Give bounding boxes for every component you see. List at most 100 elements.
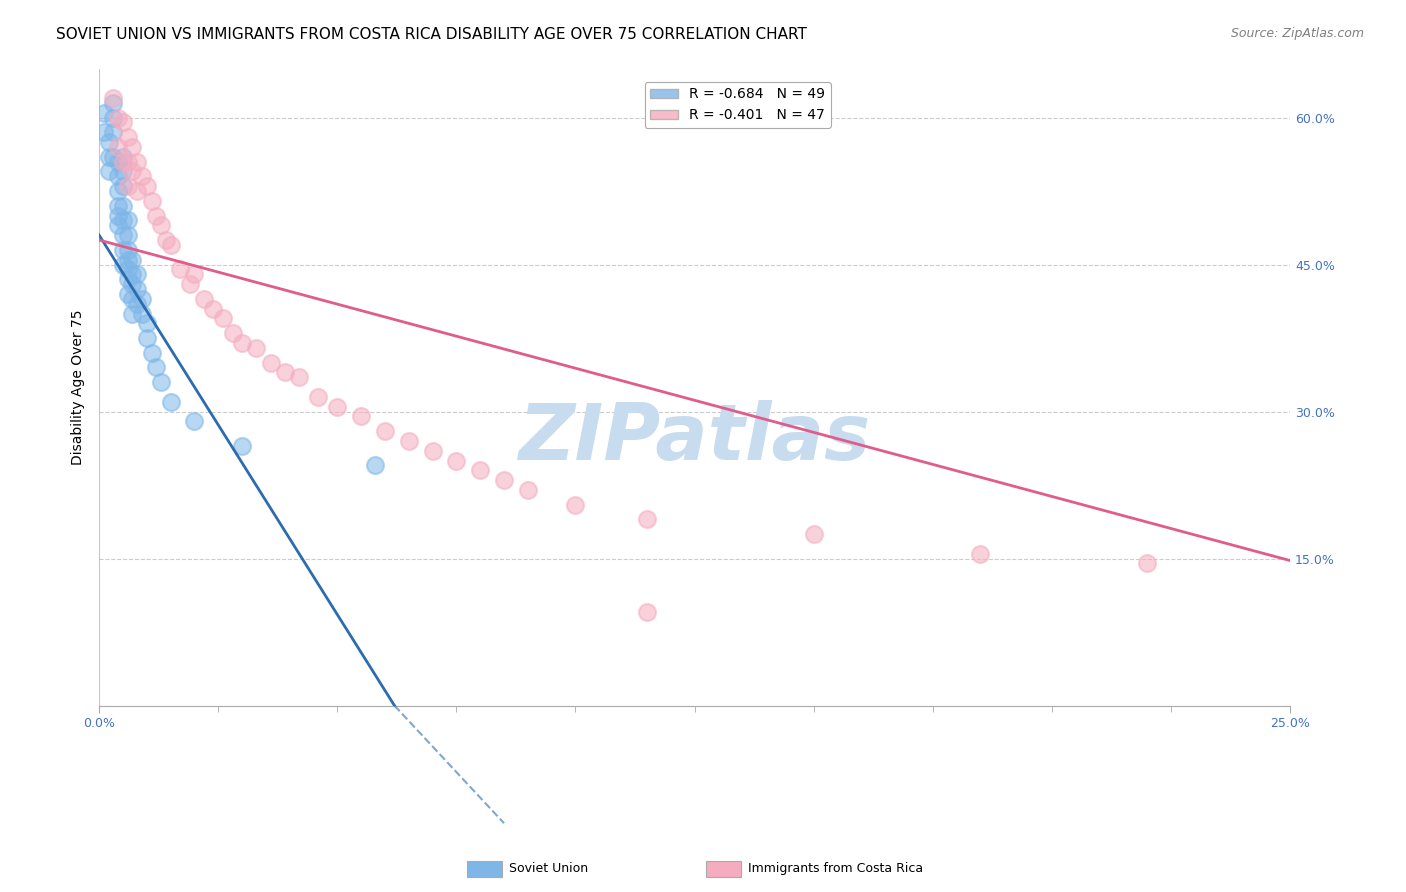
Point [159, 394, 181, 409]
Point [121, 292, 143, 306]
Text: ZIPatlas: ZIPatlas [519, 400, 870, 476]
Point [135, 317, 157, 331]
Point [150, 375, 173, 389]
Point [307, 390, 329, 404]
Point [969, 547, 991, 561]
Text: Source: ZipAtlas.com: Source: ZipAtlas.com [1230, 27, 1364, 40]
Point [127, 184, 149, 198]
Point [103, 150, 125, 164]
Point [111, 115, 134, 129]
Legend: R = -0.684   N = 49, R = -0.401   N = 47: R = -0.684 N = 49, R = -0.401 N = 47 [644, 82, 831, 128]
Point [159, 238, 181, 252]
Point [107, 111, 129, 125]
Point [179, 277, 201, 292]
Point [127, 282, 149, 296]
Point [121, 307, 143, 321]
Point [274, 365, 297, 379]
Point [141, 194, 163, 208]
Point [516, 483, 538, 497]
Text: Immigrants from Costa Rica: Immigrants from Costa Rica [748, 863, 924, 875]
Point [131, 169, 153, 184]
Point [169, 262, 191, 277]
Point [97, 150, 120, 164]
Point [212, 311, 235, 326]
Point [121, 164, 143, 178]
Point [127, 297, 149, 311]
Text: SOVIET UNION VS IMMIGRANTS FROM COSTA RICA DISABILITY AGE OVER 75 CORRELATION CH: SOVIET UNION VS IMMIGRANTS FROM COSTA RI… [56, 27, 807, 42]
Point [221, 326, 243, 340]
Point [183, 268, 205, 282]
Point [111, 258, 134, 272]
Point [107, 154, 129, 169]
Point [111, 164, 134, 178]
Point [117, 130, 139, 145]
Point [107, 199, 129, 213]
Point [121, 268, 143, 282]
Point [117, 154, 139, 169]
Point [636, 512, 658, 526]
Point [117, 243, 139, 257]
Point [97, 135, 120, 149]
Point [636, 606, 658, 620]
Point [326, 400, 349, 414]
Point [111, 243, 134, 257]
Y-axis label: Disability Age Over 75: Disability Age Over 75 [72, 310, 86, 465]
Point [97, 164, 120, 178]
Point [1136, 557, 1159, 571]
Point [107, 184, 129, 198]
Point [288, 370, 311, 384]
Point [564, 498, 586, 512]
Point [492, 473, 515, 487]
Point [117, 213, 139, 227]
Point [117, 272, 139, 286]
Point [117, 287, 139, 301]
Point [259, 355, 281, 369]
Point [107, 209, 129, 223]
Point [803, 527, 825, 541]
Point [111, 213, 134, 227]
Point [121, 277, 143, 292]
Point [135, 179, 157, 194]
Point [398, 434, 420, 448]
Point [155, 233, 177, 247]
Point [103, 95, 125, 110]
Point [117, 252, 139, 267]
Point [111, 150, 134, 164]
Point [107, 169, 129, 184]
Point [111, 199, 134, 213]
Point [111, 154, 134, 169]
Point [121, 140, 143, 154]
Point [107, 219, 129, 233]
Text: Soviet Union: Soviet Union [509, 863, 588, 875]
Point [202, 301, 225, 316]
Point [183, 414, 205, 428]
Point [135, 331, 157, 345]
Point [231, 335, 253, 350]
Point [131, 307, 153, 321]
Point [350, 409, 373, 424]
Point [111, 228, 134, 243]
Point [117, 262, 139, 277]
Point [231, 439, 253, 453]
Point [245, 341, 267, 355]
Point [364, 458, 387, 473]
Point [446, 453, 468, 467]
Point [141, 345, 163, 359]
Point [422, 443, 444, 458]
Point [145, 360, 167, 375]
Point [107, 140, 129, 154]
Point [103, 111, 125, 125]
Point [150, 219, 173, 233]
Point [131, 292, 153, 306]
Point [145, 209, 167, 223]
Point [93, 125, 115, 139]
Point [374, 424, 396, 438]
Point [93, 105, 115, 120]
Point [117, 228, 139, 243]
Point [103, 91, 125, 105]
Point [470, 463, 492, 477]
Point [193, 292, 215, 306]
Point [127, 154, 149, 169]
Point [111, 179, 134, 194]
Point [121, 252, 143, 267]
